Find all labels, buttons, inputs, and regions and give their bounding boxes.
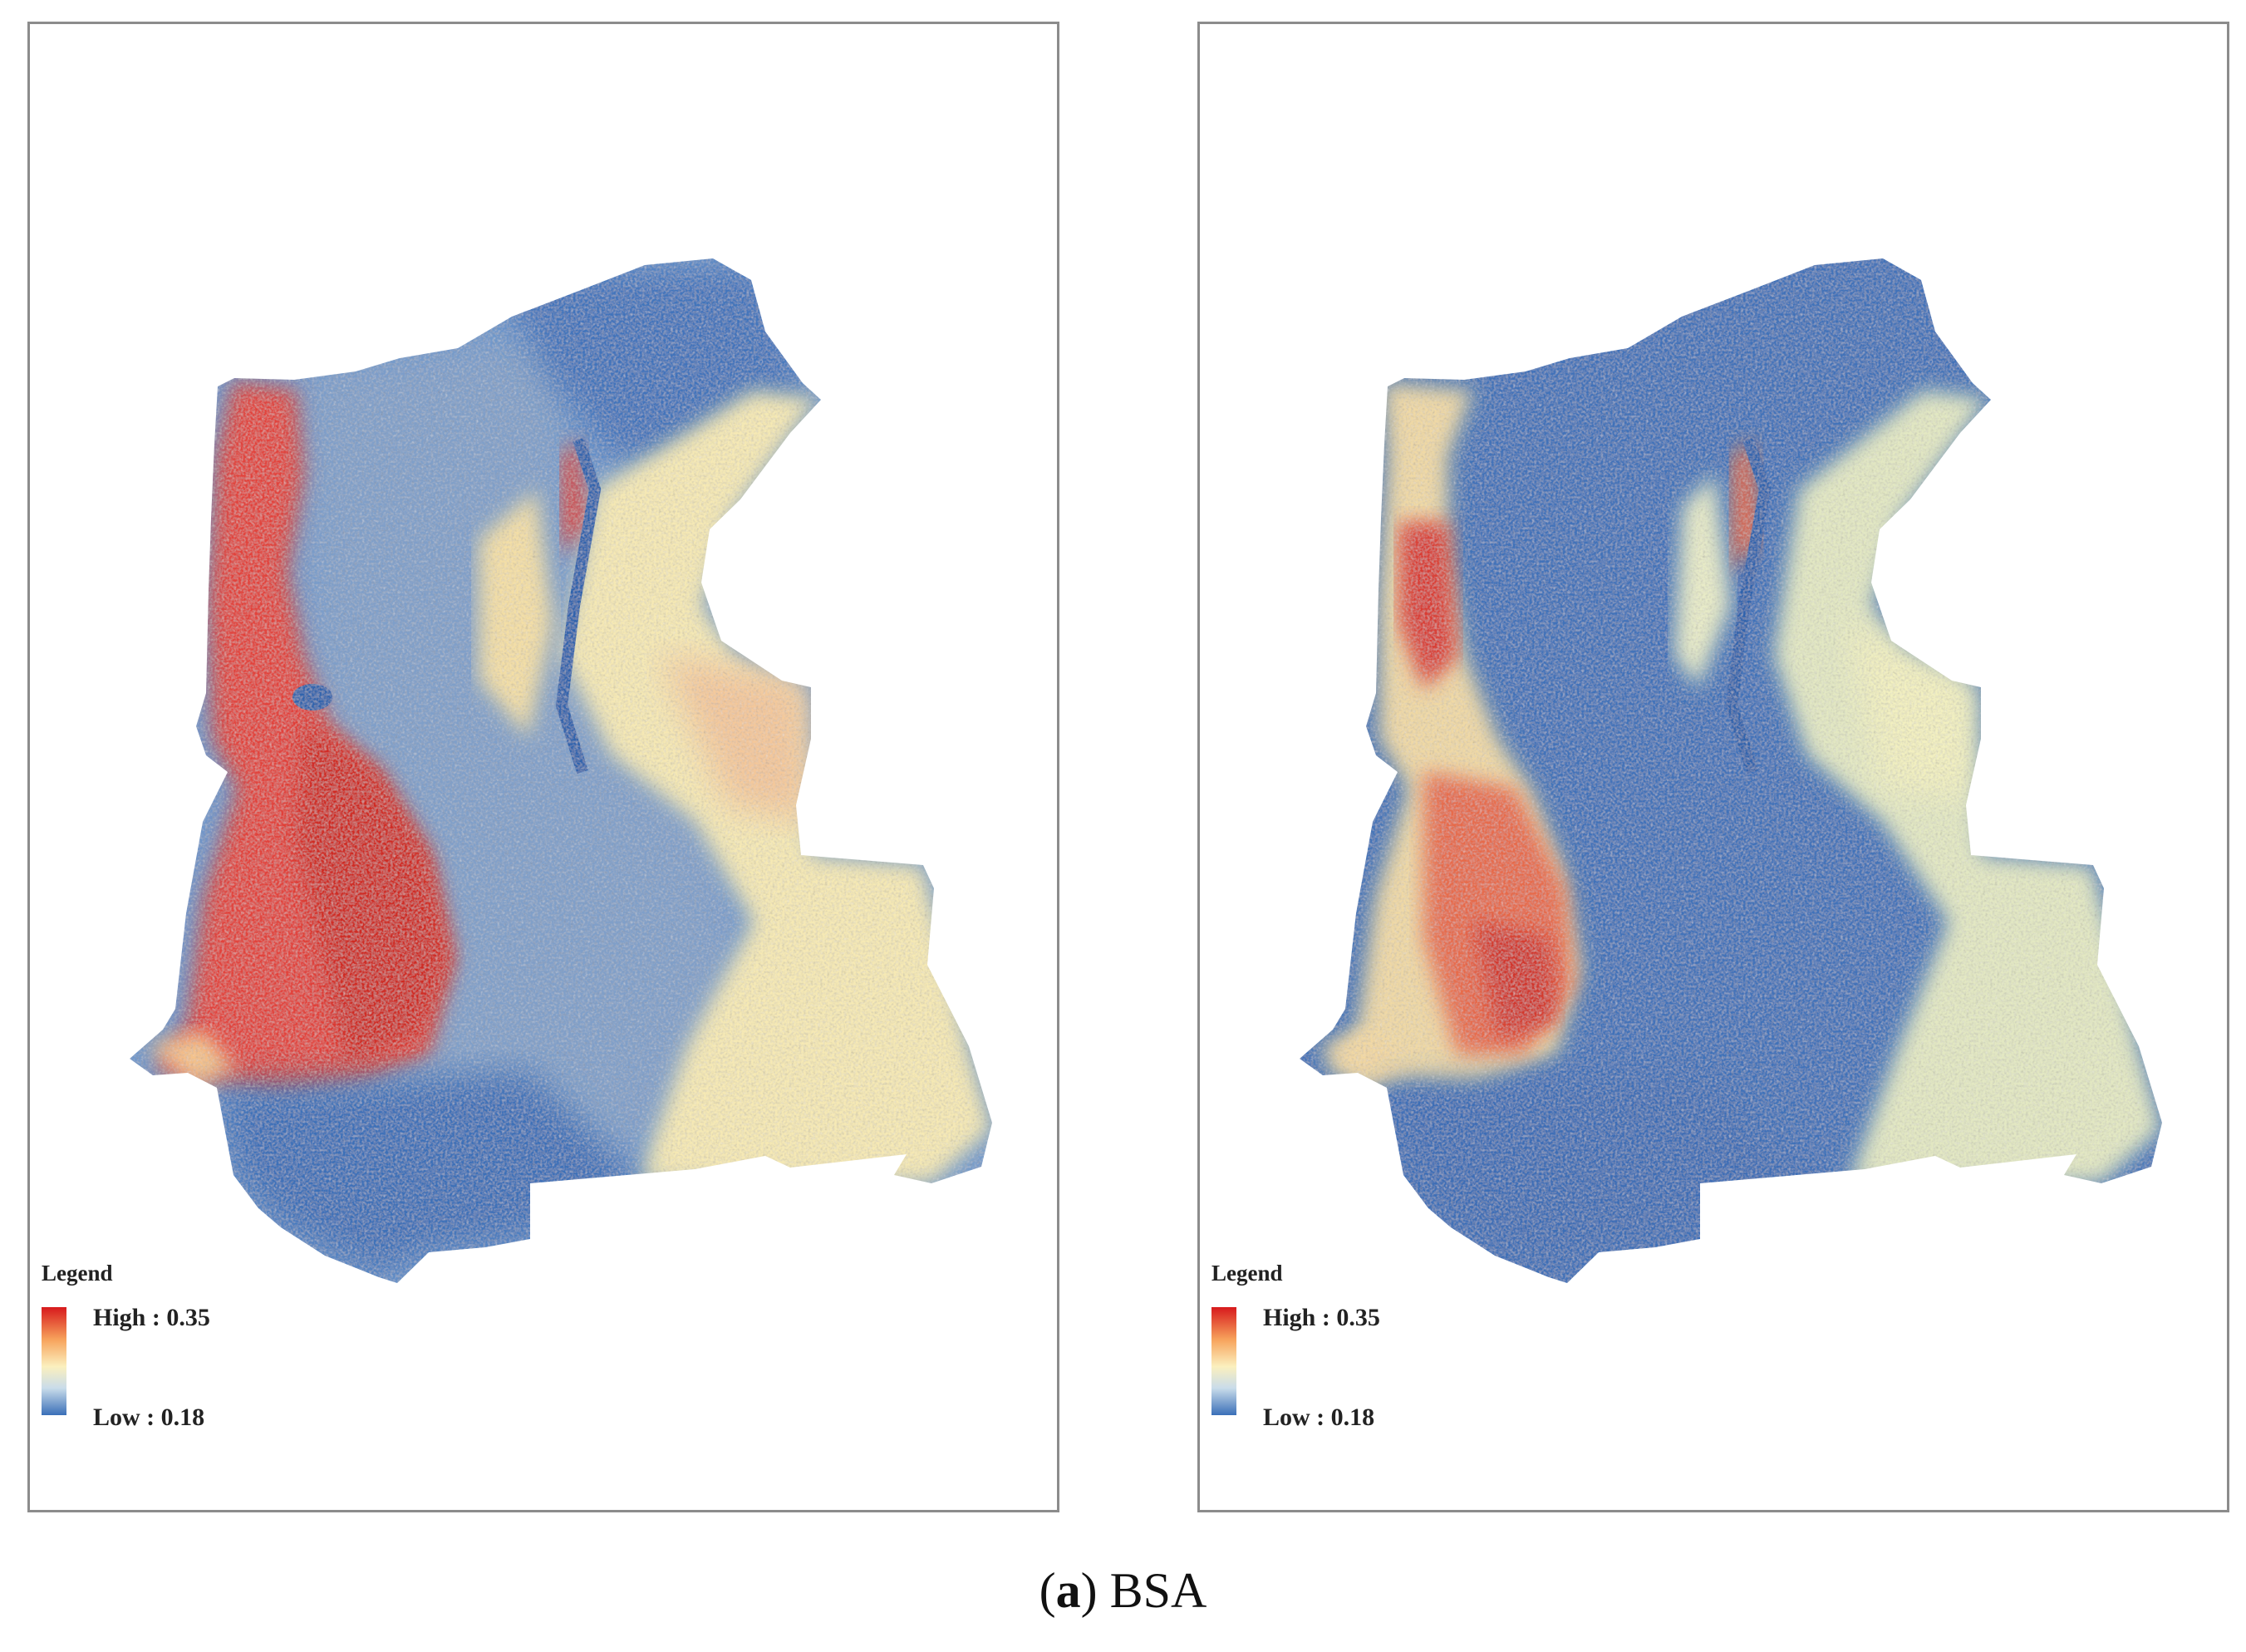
map-panel-left: Legend High : 0.35 Low : 0.18 [27,22,1059,1512]
map-legend-right: Legend High : 0.35 Low : 0.18 [1211,1261,1461,1460]
indus-river [555,437,602,774]
albedo-map-left [130,258,992,1283]
lake-manchar [292,684,332,710]
map-panel-right: Legend High : 0.35 Low : 0.18 [1197,22,2229,1512]
coastal-warm-patch [1316,1030,1408,1088]
indus-west-bank-patch [479,489,553,739]
legend-color-ramp [42,1307,66,1415]
coastal-warm-patch [146,1030,238,1088]
eastern-warm-patch [661,656,811,822]
indus-river [1725,437,1772,774]
legend-low-label: Low : 0.18 [1263,1404,1375,1431]
albedo-map-right [1300,258,2162,1283]
indus-west-bank-patch [1673,473,1732,689]
legend-color-ramp [1211,1307,1236,1415]
caption-label: a [1055,1563,1081,1618]
western-peak-zone [1474,922,1557,1038]
legend-high-label: High : 0.35 [1263,1304,1380,1331]
northern-red-strip [562,440,587,556]
legend-low-label: Low : 0.18 [93,1404,205,1431]
map-legend-left: Legend High : 0.35 Low : 0.18 [42,1261,291,1460]
legend-high-label: High : 0.35 [93,1304,210,1331]
legend-title: Legend [42,1261,113,1286]
figure-caption: (a) BSA [1039,1563,1207,1618]
caption-text: BSA [1109,1563,1207,1618]
western-high-spot [1399,523,1457,689]
legend-title: Legend [1211,1261,1283,1286]
western-peak-zone [296,722,450,1063]
